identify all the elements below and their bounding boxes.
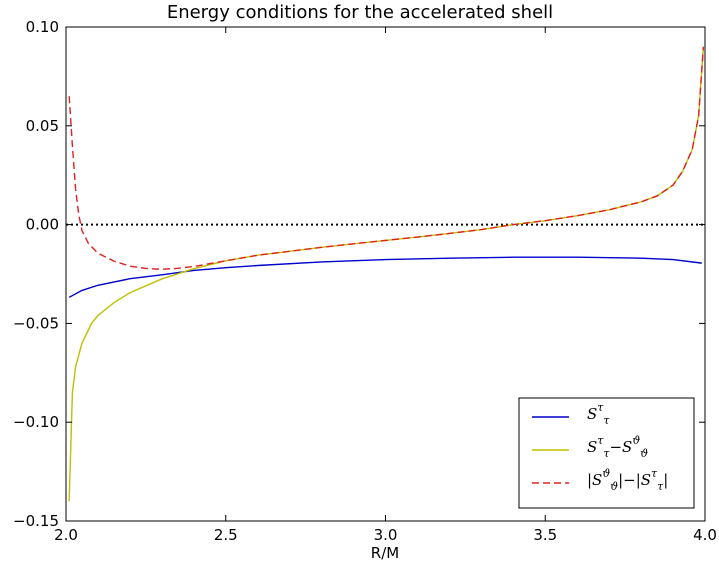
series-line-3	[68, 46, 705, 270]
x-tick-label: 2.5	[214, 526, 238, 544]
x-axis-label: R/M	[371, 544, 399, 562]
x-tick-label: 3.0	[374, 526, 398, 544]
x-tick-label: 4.0	[693, 526, 717, 544]
series-line-2	[68, 46, 705, 502]
y-tick-label: 0.10	[26, 18, 59, 36]
tick-layer: 2.0 2.5 3.0 3.5 4.0 −0.15 −0.10 −0.05 0.00 0.05 0.…	[13, 18, 717, 544]
legend-label-3: |Sϑϑ|−|Sττ|	[587, 467, 668, 493]
y-tick-label: −0.15	[13, 512, 59, 530]
legend: Sττ Sττ−Sϑϑ |Sϑϑ|−|Sττ|	[518, 397, 695, 509]
x-tick-label: 3.5	[533, 526, 557, 544]
y-tick-label: 0.05	[26, 117, 59, 135]
legend-label-1: Sττ	[587, 401, 610, 427]
chart-title: Energy conditions for the accelerated sh…	[167, 2, 553, 23]
x-tick-label: 2.0	[54, 526, 78, 544]
legend-label-2: Sττ−Sϑϑ	[587, 434, 648, 460]
y-tick-label: −0.05	[13, 314, 59, 332]
series-line-1	[68, 256, 702, 298]
y-tick-label: −0.10	[13, 413, 59, 431]
series-layer	[66, 46, 705, 502]
y-tick-label: 0.00	[26, 216, 59, 234]
